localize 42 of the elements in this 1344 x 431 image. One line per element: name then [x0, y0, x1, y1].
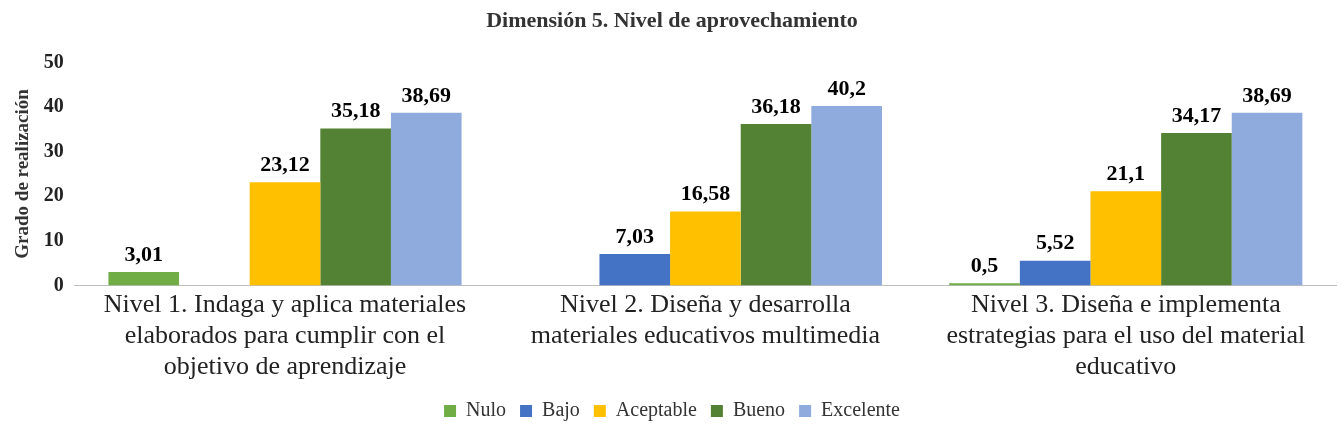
data-label: 23,12 — [260, 150, 310, 176]
bar — [1090, 191, 1162, 286]
y-tick-label: 20 — [43, 183, 64, 206]
bar — [599, 254, 671, 286]
y-tick-label: 40 — [43, 94, 64, 117]
data-label: 36,18 — [751, 92, 801, 118]
data-label: 0,5 — [970, 251, 999, 277]
legend-label: Aceptable — [615, 398, 698, 422]
y-axis-title: Grado de realización — [11, 88, 33, 259]
y-tick-label: 0 — [53, 272, 64, 295]
bar — [1019, 260, 1091, 286]
x-tick-label: Nivel 2. Diseña y desarrolla materiales educativos multimedia — [530, 288, 881, 350]
bar — [670, 211, 741, 286]
y-tick-label: 50 — [43, 49, 64, 72]
bar — [1161, 133, 1232, 286]
bar — [740, 124, 812, 286]
bar — [320, 128, 391, 286]
bar — [249, 182, 321, 286]
y-tick-label: 30 — [43, 138, 64, 161]
data-label: 16,58 — [680, 180, 731, 206]
legend-label: Excelente — [821, 398, 901, 421]
data-label: 38,69 — [1242, 81, 1292, 107]
data-label: 38,69 — [401, 81, 451, 107]
chart-title: Dimensión 5. Nivel de aprovechamiento — [486, 6, 858, 32]
legend-label: Bueno — [732, 398, 786, 421]
bar — [949, 283, 1020, 286]
data-label: 3,01 — [124, 240, 163, 266]
data-label: 34,17 — [1171, 101, 1222, 127]
y-tick-label: 10 — [43, 227, 64, 250]
bar — [811, 106, 882, 286]
bar — [390, 112, 462, 286]
legend-label: Bajo — [542, 398, 580, 422]
x-tick-label: Nivel 3. Diseña e implementa estrategias para el uso del material educativo — [946, 288, 1306, 381]
data-label: 7,03 — [615, 222, 655, 248]
data-label: 21,1 — [1106, 159, 1146, 185]
data-label: 40,2 — [827, 74, 866, 100]
bar — [1231, 112, 1303, 286]
data-label: 35,18 — [330, 97, 381, 123]
bar — [108, 271, 180, 286]
data-label: 5,52 — [1035, 229, 1075, 255]
legend-label: Nulo — [466, 398, 507, 421]
x-tick-label: Nivel 1. Indaga y aplica materiales elaborados para cumplir con el objetivo de aprendizaje — [103, 288, 467, 381]
